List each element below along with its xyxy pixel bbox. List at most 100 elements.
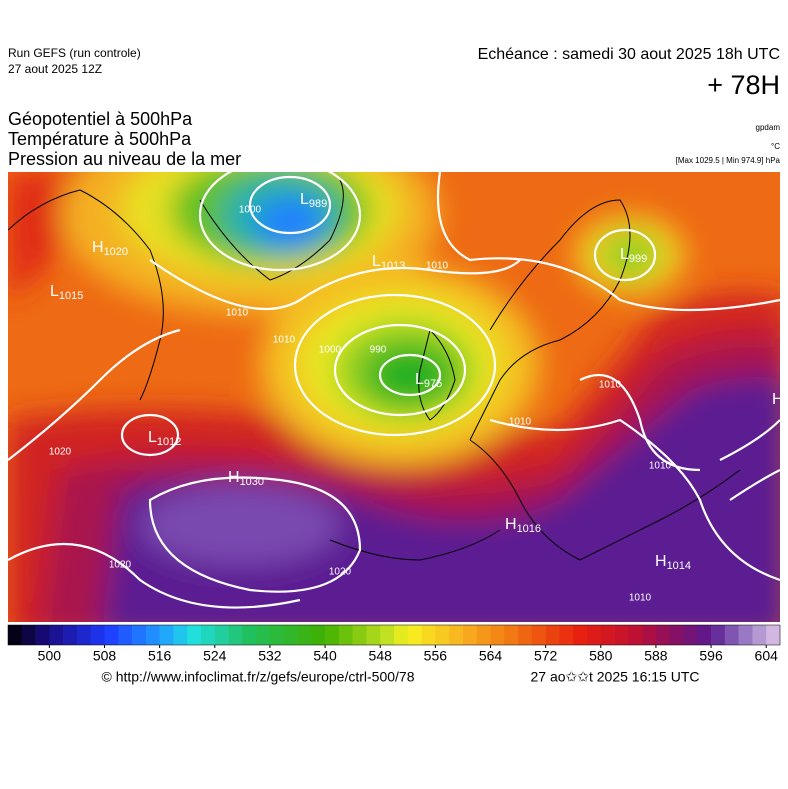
isobar-label: 1020 xyxy=(109,560,132,571)
scale-label: 604 xyxy=(755,648,779,664)
unit: [Max 1029.5 | Min 974.9] hPa xyxy=(676,156,781,165)
map-labels: H1020L1015L989L1013L975L1012H1030H1016H1… xyxy=(49,191,784,603)
scale-swatch xyxy=(132,625,147,645)
scale-swatch xyxy=(600,625,615,645)
run-date: 27 aout 2025 12Z xyxy=(8,62,102,76)
color-scale: 500 508 516 524 532 540 548 556 564 572 580 588 596 6… xyxy=(7,624,781,664)
map xyxy=(8,172,780,622)
scale-swatch xyxy=(311,625,326,645)
title: Température à 500hPa xyxy=(8,129,192,149)
center-letter: L xyxy=(50,283,59,300)
center-value: 1013 xyxy=(381,260,405,272)
isobar-label: 1020 xyxy=(329,567,352,578)
scale-swatch xyxy=(766,625,781,645)
scale-swatch xyxy=(76,625,92,645)
scale-swatch xyxy=(476,625,491,645)
scale-swatch xyxy=(214,625,229,645)
isobar-label: 1020 xyxy=(49,447,72,458)
scale-swatch xyxy=(297,625,312,645)
generated: 27 ao✩✩t 2025 16:15 UTC xyxy=(530,669,699,685)
center-letter: L xyxy=(300,191,309,208)
scale-label: 580 xyxy=(589,648,613,664)
scale-swatch xyxy=(655,625,671,645)
scale-swatch xyxy=(201,625,216,645)
isobar-label: 1010 xyxy=(629,593,652,604)
scale-swatch xyxy=(614,625,629,645)
scale-swatch xyxy=(63,625,78,645)
scale-swatch xyxy=(394,625,409,645)
center-letter: L xyxy=(148,429,157,446)
scale-swatch xyxy=(587,625,602,645)
center-value: 1016 xyxy=(517,523,541,535)
scale-label: 516 xyxy=(148,648,172,664)
scale-swatch xyxy=(545,625,560,645)
pressure-center: H1030 xyxy=(228,469,264,488)
isobars xyxy=(8,172,780,609)
center-letter: H xyxy=(228,469,240,486)
scale-label: 548 xyxy=(369,648,393,664)
scale-swatch xyxy=(421,625,436,645)
scale-label: 500 xyxy=(38,648,62,664)
isobar-label: 1010 xyxy=(649,461,672,472)
center-value: 975 xyxy=(424,378,442,390)
pressure-center: L1015 xyxy=(50,283,83,302)
isobar-label: 1000 xyxy=(239,205,262,216)
scale-swatch xyxy=(173,625,188,645)
scale-swatch xyxy=(642,625,657,645)
scale-swatch xyxy=(90,625,105,645)
scale-swatch xyxy=(683,625,698,645)
scale-swatch xyxy=(49,625,64,645)
center-letter: L xyxy=(415,371,424,388)
scale-swatch xyxy=(283,625,298,645)
scale-label: 540 xyxy=(313,648,337,664)
scale-swatch xyxy=(449,625,464,645)
isobar-label: 1010 xyxy=(599,380,622,391)
pressure-center: L975 xyxy=(415,371,442,390)
scale-swatch xyxy=(697,625,712,645)
pressure-center: L1013 xyxy=(372,253,405,272)
center-letter: H xyxy=(772,391,784,408)
pressure-center: L989 xyxy=(300,191,327,210)
scale-swatch xyxy=(256,625,271,645)
scale-swatch xyxy=(366,625,381,645)
scale-swatch xyxy=(462,625,478,645)
scale-label: 532 xyxy=(258,648,282,664)
scale-swatch xyxy=(325,625,340,645)
unit: gpdam xyxy=(756,123,781,132)
isobar-label: 990 xyxy=(370,345,387,356)
center-value: 1012 xyxy=(157,436,181,448)
scale-swatch xyxy=(104,625,119,645)
scale-swatch xyxy=(352,625,367,645)
pressure-center: H1020 xyxy=(92,239,128,258)
scale-swatch xyxy=(724,625,739,645)
title: Pression au niveau de la mer xyxy=(8,149,241,169)
lead-time: + 78H xyxy=(707,70,780,100)
scale-label: 588 xyxy=(644,648,668,664)
scale-label: 564 xyxy=(479,648,503,664)
pressure-center: H xyxy=(772,391,784,408)
scale-swatch xyxy=(269,625,285,645)
scale-swatch xyxy=(435,625,450,645)
scale-label: 572 xyxy=(534,648,558,664)
scale-label: 596 xyxy=(699,648,723,664)
center-value: 1015 xyxy=(59,290,83,302)
pressure-center: L1012 xyxy=(148,429,181,448)
center-letter: H xyxy=(655,553,667,570)
scale-swatch xyxy=(118,625,133,645)
isobar-label: 1000 xyxy=(319,345,342,356)
center-value: 1014 xyxy=(667,560,691,572)
center-letter: L xyxy=(620,246,629,263)
scale-swatch xyxy=(711,625,726,645)
scale-swatch xyxy=(21,625,36,645)
unit: °C xyxy=(771,142,780,151)
scale-label: 524 xyxy=(203,648,227,664)
scale-swatch xyxy=(407,625,422,645)
pressure-center: H1014 xyxy=(655,553,691,572)
scale-swatch xyxy=(752,625,767,645)
scale-swatch xyxy=(628,625,643,645)
scale-label: 508 xyxy=(93,648,117,664)
center-value: 1030 xyxy=(240,476,264,488)
scale-swatch xyxy=(504,625,519,645)
scale-swatch xyxy=(145,625,160,645)
